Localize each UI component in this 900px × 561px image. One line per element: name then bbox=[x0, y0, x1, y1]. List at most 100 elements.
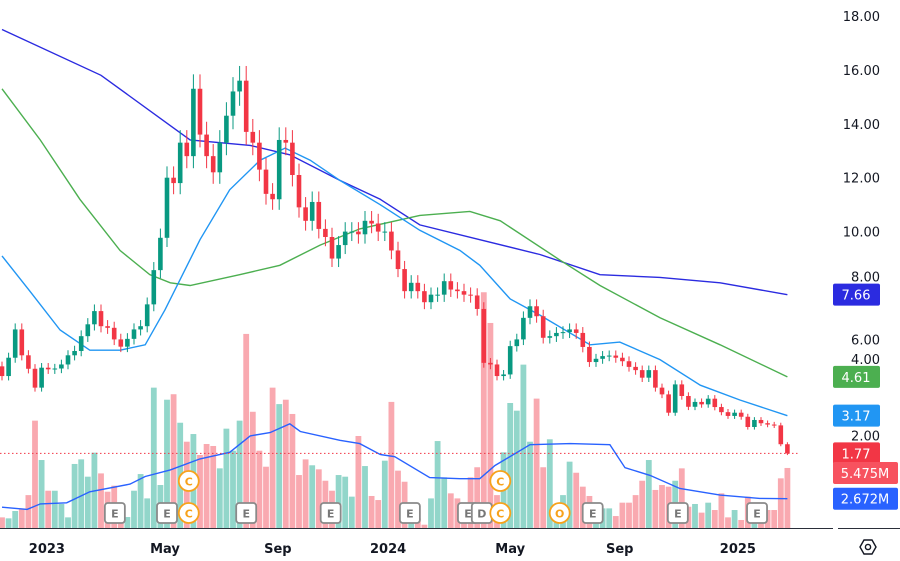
candle-body bbox=[488, 362, 493, 365]
volume-bar bbox=[309, 465, 316, 528]
settings-button[interactable] bbox=[859, 539, 877, 555]
event-marker-e[interactable]: E bbox=[156, 502, 178, 524]
hexagon-settings-icon[interactable] bbox=[859, 539, 877, 555]
price-tick-label: 14.00 bbox=[843, 118, 880, 133]
volume-bar bbox=[612, 516, 619, 528]
earnings-badge[interactable] bbox=[746, 502, 768, 524]
event-marker-e[interactable]: E bbox=[398, 502, 421, 524]
event-marker-e[interactable]: E bbox=[319, 502, 342, 524]
candle-body bbox=[52, 368, 58, 370]
event-letter: D bbox=[477, 508, 486, 521]
candle-body bbox=[72, 350, 77, 356]
price-scale-labels: 7.66 4.61 3.17 1.77 5.475M 2.672M bbox=[833, 283, 898, 510]
event-marker-e[interactable]: E bbox=[235, 502, 258, 524]
event-letter: E bbox=[111, 508, 119, 521]
volume-bar bbox=[137, 474, 144, 528]
price-label: 3.17 bbox=[842, 410, 871, 425]
volume-bar bbox=[12, 511, 19, 528]
candle-body bbox=[111, 327, 117, 340]
candle-body bbox=[243, 80, 249, 132]
candle-body bbox=[250, 131, 256, 143]
candle-body bbox=[653, 370, 658, 388]
event-badge[interactable] bbox=[489, 470, 512, 492]
event-marker-c[interactable]: C bbox=[177, 502, 200, 524]
event-letter: E bbox=[589, 508, 597, 521]
candle-body bbox=[474, 295, 480, 309]
candle-body bbox=[395, 250, 401, 270]
candle-body bbox=[752, 419, 757, 427]
volume-bar bbox=[606, 508, 613, 528]
price-tick-label: 18.00 bbox=[843, 10, 880, 25]
event-marker-c[interactable]: C bbox=[489, 502, 512, 524]
volume-bar bbox=[203, 444, 210, 528]
candle-body bbox=[171, 177, 176, 184]
event-badge[interactable] bbox=[177, 470, 200, 492]
volume-bar bbox=[302, 459, 309, 528]
volume-bar bbox=[98, 473, 104, 528]
volume-bar bbox=[249, 411, 256, 528]
event-marker-o[interactable]: O bbox=[548, 502, 571, 524]
time-tick-label: 2023 bbox=[29, 542, 65, 557]
candle-body bbox=[415, 282, 421, 292]
candle-body bbox=[672, 384, 678, 413]
volume-bar bbox=[480, 292, 487, 528]
volume-bar bbox=[725, 517, 731, 528]
price-label-bg bbox=[833, 283, 880, 306]
candle-body bbox=[144, 304, 150, 327]
earnings-badge[interactable] bbox=[666, 502, 689, 524]
volume-bar bbox=[0, 517, 5, 528]
volume-bar bbox=[626, 502, 632, 528]
volume-bar bbox=[441, 477, 448, 528]
candle-body bbox=[164, 177, 170, 238]
event-marker-e[interactable]: E bbox=[103, 502, 126, 524]
candle-body bbox=[692, 401, 698, 407]
event-badge[interactable] bbox=[489, 502, 512, 524]
volume-bar bbox=[65, 517, 71, 528]
candle-body bbox=[316, 201, 322, 229]
earnings-badge[interactable] bbox=[235, 502, 258, 524]
event-marker-e[interactable]: E bbox=[666, 502, 689, 524]
candle-body bbox=[131, 329, 137, 339]
candle-body bbox=[389, 231, 394, 251]
candle-body bbox=[85, 324, 91, 337]
event-letter: E bbox=[242, 508, 250, 521]
time-tick-label: Sep bbox=[606, 542, 634, 557]
candle-body bbox=[441, 281, 447, 295]
candle-body bbox=[666, 394, 671, 413]
price-axis[interactable]: 18.00 16.00 14.00 12.00 10.00 8.00 6.00 4.00 2.0… bbox=[843, 10, 880, 444]
price-tick-label: 6.00 bbox=[851, 333, 880, 348]
candle-body bbox=[309, 201, 315, 221]
volume-bar bbox=[170, 394, 177, 528]
candle-body bbox=[705, 398, 711, 405]
price-tick-label: 10.00 bbox=[843, 226, 880, 241]
earnings-badge[interactable] bbox=[103, 502, 126, 524]
candles bbox=[0, 65, 790, 456]
candle-body bbox=[686, 395, 691, 407]
time-tick-label: 2025 bbox=[720, 542, 756, 557]
volume-bar bbox=[520, 364, 527, 528]
price-tick-label: 12.00 bbox=[843, 172, 880, 187]
earnings-badge[interactable] bbox=[156, 502, 178, 524]
event-marker-c[interactable]: C bbox=[177, 470, 200, 492]
volume-bar bbox=[652, 489, 659, 528]
earnings-badge[interactable] bbox=[581, 502, 604, 524]
candle-body bbox=[580, 332, 586, 347]
earnings-badge[interactable] bbox=[319, 502, 342, 524]
candle-body bbox=[679, 384, 685, 396]
candle-body bbox=[138, 326, 143, 330]
candle-body bbox=[600, 356, 605, 359]
event-badge[interactable] bbox=[177, 502, 200, 524]
event-marker-c[interactable]: C bbox=[489, 470, 512, 492]
candle-body bbox=[98, 311, 104, 327]
candle-body bbox=[257, 142, 262, 170]
event-marker-e[interactable]: E bbox=[581, 502, 604, 524]
event-marker-e[interactable]: E bbox=[746, 502, 768, 524]
candle-body bbox=[92, 311, 97, 325]
event-marker-d[interactable]: D bbox=[470, 502, 493, 524]
event-badge[interactable] bbox=[548, 502, 571, 524]
earnings-badge[interactable] bbox=[398, 502, 421, 524]
price-label: 7.66 bbox=[842, 289, 871, 304]
event-markers[interactable]: E E CCE E E E D CCO E E E bbox=[103, 470, 768, 524]
time-axis[interactable]: 2023 May Sep 2024 May Sep 2025 bbox=[29, 542, 756, 557]
